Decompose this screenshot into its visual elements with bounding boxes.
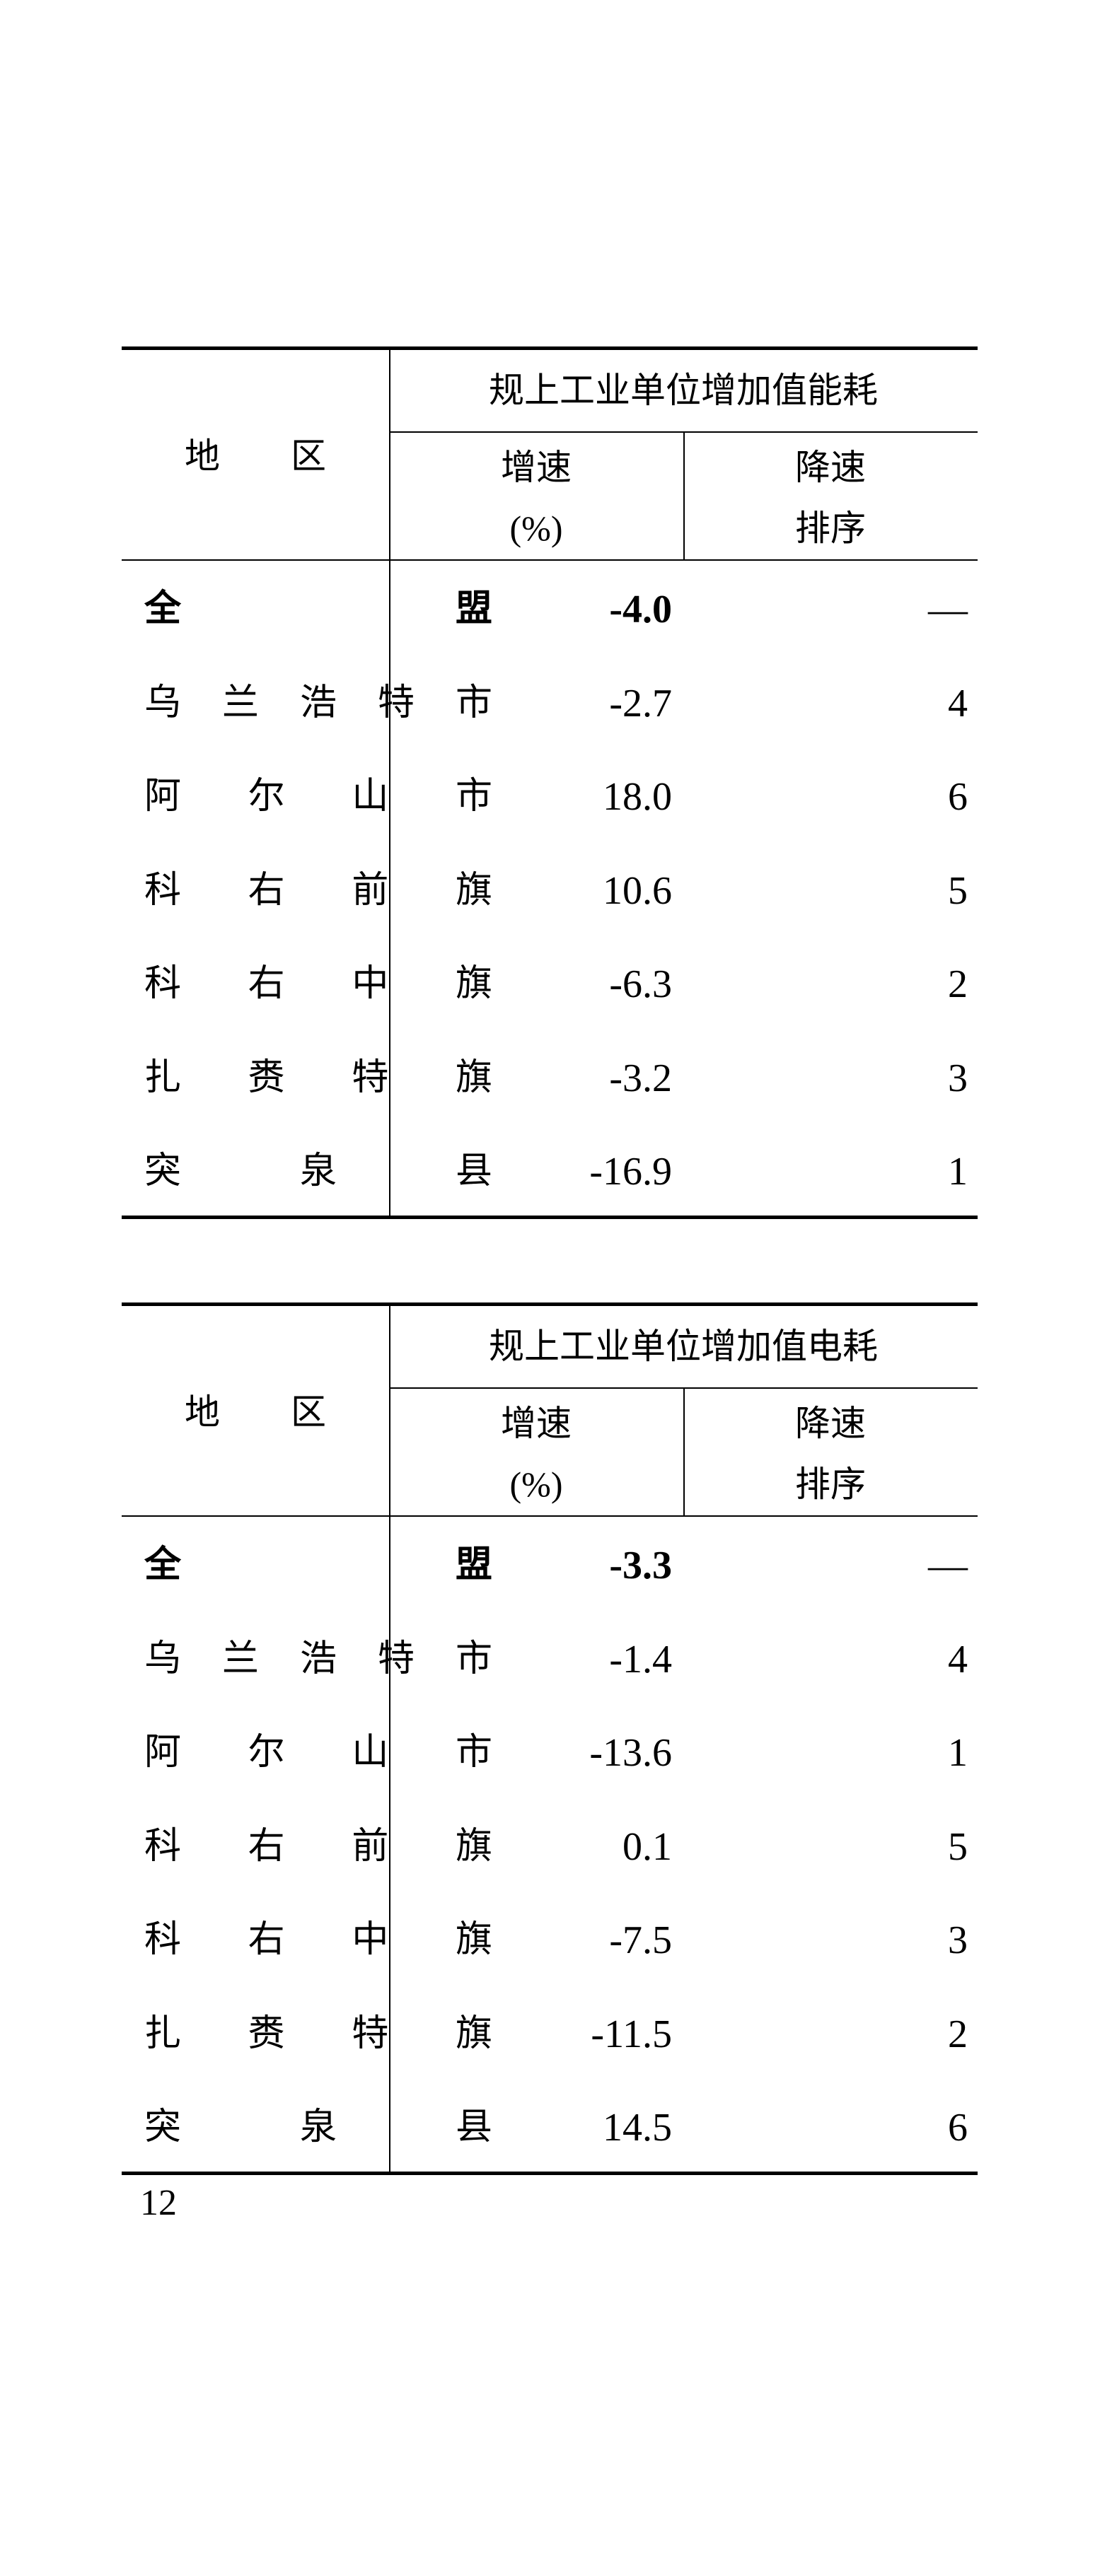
rank-header: 降速 xyxy=(795,448,866,487)
region-name: 科右中旗 xyxy=(144,1920,492,1960)
page-number: 12 xyxy=(140,2183,177,2223)
rank-header-line2: 排序 xyxy=(795,508,866,548)
growth-value: -3.3 xyxy=(609,1544,672,1587)
rank-value: 1 xyxy=(948,1150,968,1194)
column-divider xyxy=(389,348,390,1218)
growth-value: -16.9 xyxy=(589,1150,672,1194)
header-bottom-rule xyxy=(122,559,978,561)
rank-value: 2 xyxy=(948,2012,968,2056)
growth-value: -3.2 xyxy=(609,1056,672,1100)
region-header: 地 区 xyxy=(185,436,326,476)
growth-value: -13.6 xyxy=(589,1731,672,1775)
growth-value: -11.5 xyxy=(591,2012,672,2056)
region-name: 突泉县 xyxy=(144,2107,492,2147)
header-bottom-rule xyxy=(122,1515,978,1517)
region-header: 地 区 xyxy=(185,1392,326,1432)
rank-value: — xyxy=(928,588,968,631)
region-name: 扎赉特旗 xyxy=(144,1057,492,1098)
data-table: 地 区 规上工业单位增加值电耗增速 (%) 降速排序全盟 -3.3 — 乌兰浩特市 -1.4 4… xyxy=(122,1302,978,2175)
rank-value: 3 xyxy=(948,1056,968,1100)
growth-header: 增速 xyxy=(501,448,572,487)
growth-value: 0.1 xyxy=(622,1824,672,1869)
region-name: 科右前旗 xyxy=(144,870,492,911)
region-name: 科右前旗 xyxy=(144,1826,492,1867)
growth-value: 14.5 xyxy=(603,2106,672,2150)
growth-value: 18.0 xyxy=(603,775,672,819)
column-divider xyxy=(683,1387,685,1515)
group-header: 规上工业单位增加值能耗 xyxy=(489,371,878,410)
table-top-rule xyxy=(122,1302,978,1306)
growth-value: -6.3 xyxy=(609,962,672,1006)
growth-value: 10.6 xyxy=(603,868,672,913)
region-name: 突泉县 xyxy=(144,1151,492,1191)
region-name: 全盟 xyxy=(144,1545,492,1585)
region-name: 乌兰浩特市 xyxy=(144,682,492,723)
rank-value: 6 xyxy=(948,2106,968,2150)
rank-value: 1 xyxy=(948,1731,968,1775)
rank-value: 3 xyxy=(948,1918,968,1962)
growth-unit-header: (%) xyxy=(509,1464,563,1504)
growth-value: -7.5 xyxy=(609,1918,672,1962)
group-header: 规上工业单位增加值电耗 xyxy=(489,1327,878,1366)
table-top-rule xyxy=(122,346,978,350)
growth-value: -2.7 xyxy=(609,681,672,725)
region-name: 扎赉特旗 xyxy=(144,2013,492,2054)
region-name: 科右中旗 xyxy=(144,964,492,1004)
column-divider xyxy=(389,1304,390,2174)
region-name: 全盟 xyxy=(144,589,492,629)
rank-value: 6 xyxy=(948,775,968,819)
rank-value: 5 xyxy=(948,1824,968,1869)
region-name: 阿尔山市 xyxy=(144,1732,492,1773)
rank-value: 4 xyxy=(948,1637,968,1682)
region-name: 乌兰浩特市 xyxy=(144,1638,492,1679)
region-name: 阿尔山市 xyxy=(144,776,492,817)
rank-header-line2: 排序 xyxy=(795,1464,866,1504)
table-bottom-rule xyxy=(122,1216,978,1219)
growth-value: -1.4 xyxy=(609,1637,672,1682)
rank-value: 2 xyxy=(948,962,968,1006)
data-table: 地 区 规上工业单位增加值能耗增速 (%) 降速排序全盟 -4.0 — 乌兰浩特市 -2.7 4… xyxy=(122,346,978,1219)
table-bottom-rule xyxy=(122,2172,978,2175)
column-divider xyxy=(683,431,685,559)
rank-value: 4 xyxy=(948,681,968,725)
rank-value: — xyxy=(928,1544,968,1587)
growth-header: 增速 xyxy=(501,1404,572,1443)
growth-value: -4.0 xyxy=(609,588,672,631)
rank-header: 降速 xyxy=(795,1404,866,1443)
rank-value: 5 xyxy=(948,868,968,913)
growth-unit-header: (%) xyxy=(509,508,563,548)
